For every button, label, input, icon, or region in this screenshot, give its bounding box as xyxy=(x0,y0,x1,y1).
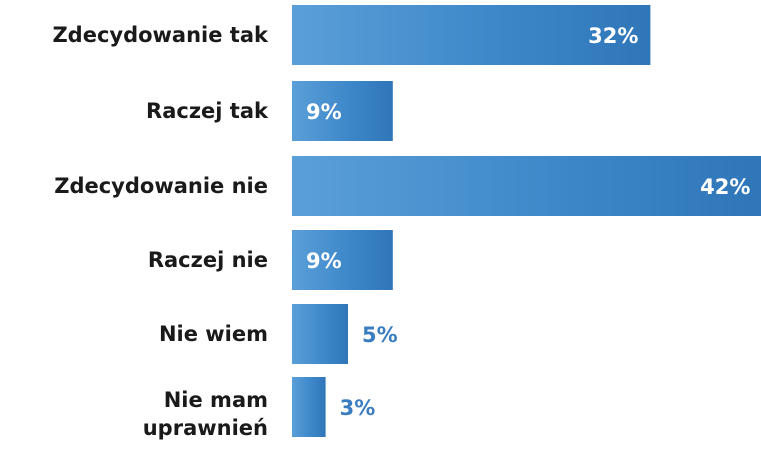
category-label-5-line-1: uprawnień xyxy=(143,416,268,440)
value-label-1: 9% xyxy=(306,100,342,124)
value-label-4: 5% xyxy=(362,323,398,347)
value-label-0: 32% xyxy=(588,24,638,48)
category-label-5-line-0: Nie mam xyxy=(164,388,268,412)
category-label-3: Raczej nie xyxy=(148,248,268,272)
category-label-1: Raczej tak xyxy=(146,99,269,123)
bar-1 xyxy=(292,81,393,141)
bar-3 xyxy=(292,230,393,290)
category-label-2: Zdecydowanie nie xyxy=(54,174,268,198)
value-label-3: 9% xyxy=(306,249,342,273)
bar-2 xyxy=(292,156,761,216)
category-label-0: Zdecydowanie tak xyxy=(52,23,269,47)
bar-5 xyxy=(292,377,326,437)
value-label-5: 3% xyxy=(340,396,376,420)
value-label-2: 42% xyxy=(700,175,750,199)
bars-layer: Zdecydowanie tak 32% Raczej tak 9% Zdecydowa… xyxy=(52,5,761,440)
bar-0 xyxy=(292,5,651,65)
category-label-4: Nie wiem xyxy=(159,322,268,346)
bar-4 xyxy=(292,304,348,364)
